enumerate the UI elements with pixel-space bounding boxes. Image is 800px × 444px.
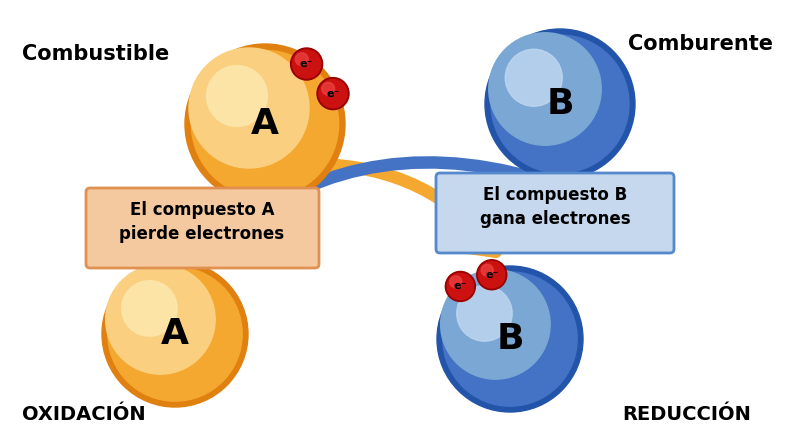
Text: B: B (546, 87, 574, 121)
Circle shape (485, 29, 635, 179)
Circle shape (191, 51, 338, 198)
Circle shape (446, 271, 475, 301)
Text: e⁻: e⁻ (300, 59, 314, 69)
Circle shape (478, 262, 505, 288)
Circle shape (290, 48, 322, 80)
Text: El compuesto B
gana electrones: El compuesto B gana electrones (480, 186, 630, 228)
FancyBboxPatch shape (436, 173, 674, 253)
FancyArrowPatch shape (316, 164, 500, 252)
Text: Comburente: Comburente (628, 34, 773, 54)
Circle shape (450, 276, 462, 288)
Circle shape (108, 267, 242, 401)
FancyBboxPatch shape (86, 188, 319, 268)
Circle shape (122, 281, 177, 336)
Text: e⁻: e⁻ (485, 270, 498, 280)
Circle shape (319, 79, 347, 108)
Text: Combustible: Combustible (22, 44, 170, 64)
Text: A: A (251, 107, 279, 141)
FancyArrowPatch shape (213, 163, 535, 250)
Circle shape (477, 260, 506, 290)
Circle shape (491, 35, 629, 173)
Circle shape (189, 48, 309, 168)
Circle shape (106, 265, 215, 374)
Circle shape (457, 285, 512, 341)
Circle shape (489, 33, 602, 145)
Circle shape (185, 44, 345, 204)
Circle shape (317, 78, 349, 110)
Text: OXIDACIÓN: OXIDACIÓN (22, 404, 146, 424)
Text: A: A (161, 317, 189, 351)
Text: e⁻: e⁻ (454, 281, 467, 291)
Circle shape (506, 49, 562, 106)
Circle shape (437, 266, 583, 412)
Text: REDUCCIÓN: REDUCCIÓN (622, 404, 751, 424)
Circle shape (441, 270, 550, 379)
Text: El compuesto A
pierde electrones: El compuesto A pierde electrones (119, 201, 285, 243)
Circle shape (293, 50, 321, 78)
Text: B: B (496, 322, 524, 356)
Circle shape (482, 264, 494, 276)
Circle shape (447, 273, 474, 300)
Text: e⁻: e⁻ (326, 89, 340, 99)
Circle shape (102, 261, 248, 407)
Circle shape (322, 83, 334, 95)
Circle shape (443, 272, 577, 406)
Circle shape (295, 53, 308, 66)
Circle shape (206, 66, 267, 127)
